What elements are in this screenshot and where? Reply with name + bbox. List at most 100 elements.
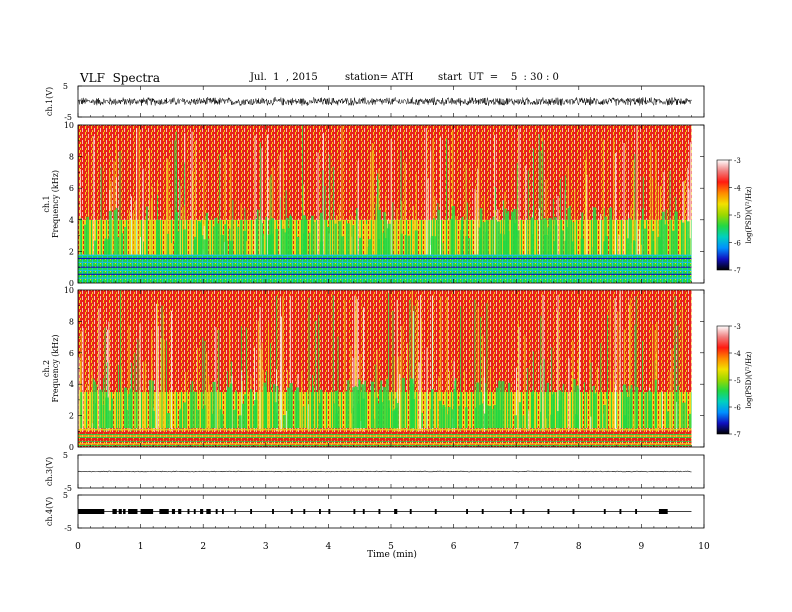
- spectrogram-streak: [185, 372, 187, 432]
- spectrogram-burst: [501, 381, 505, 429]
- spectrogram-streak: [209, 384, 211, 432]
- spectrogram-burst: [338, 221, 341, 255]
- spectrogram-burst: [556, 411, 560, 429]
- spectrogram-burst: [498, 380, 501, 429]
- spectrogram-streak: [162, 312, 164, 432]
- ch4-pulse: [328, 509, 331, 514]
- spectrogram-burst: [575, 414, 578, 429]
- spectrogram-streak: [333, 166, 335, 255]
- spectrogram-streak: [637, 253, 639, 255]
- spectrogram-streak: [161, 305, 163, 432]
- y-tick-label: -5: [64, 113, 72, 122]
- spectrogram-streak: [596, 367, 598, 432]
- spectrogram-streak: [527, 170, 529, 255]
- spectrogram-streak: [390, 138, 392, 255]
- spectrogram-streak: [121, 365, 123, 432]
- spectrogram-burst: [442, 406, 446, 429]
- spectrogram-burst: [167, 233, 170, 255]
- spectrogram-streak: [337, 336, 339, 432]
- spectrogram-burst: [451, 409, 454, 429]
- spectrogram-streak: [269, 177, 271, 255]
- spectrogram-streak: [401, 325, 403, 432]
- spectrogram-burst: [158, 239, 161, 255]
- spectrogram-streak: [150, 200, 152, 255]
- spectrogram-streak: [282, 296, 284, 432]
- spectrogram-streak: [540, 151, 542, 255]
- spectrogram-streak: [518, 326, 520, 432]
- spectrogram-burst: [345, 391, 348, 429]
- spectrogram-burst: [626, 396, 630, 429]
- spectrogram-streak: [404, 200, 406, 255]
- spectrogram-streak: [204, 340, 206, 432]
- spectrogram-streak: [591, 246, 593, 255]
- spectrogram-streak: [142, 168, 144, 255]
- colorbar-scale: [716, 325, 730, 435]
- spectrogram-burst: [522, 415, 525, 429]
- ch4-pulse: [171, 509, 176, 514]
- x-tick-label: 8: [576, 542, 582, 552]
- spectrogram-streak: [412, 205, 414, 255]
- spectrogram-burst: [297, 400, 300, 429]
- spectrogram-burst: [492, 408, 495, 429]
- spectrogram-streak: [279, 419, 281, 432]
- spectrogram-burst: [105, 397, 109, 429]
- spectrogram-burst: [492, 216, 495, 255]
- spectrogram-streak: [557, 195, 559, 255]
- spectrogram-burst: [250, 388, 253, 429]
- spectrogram-streak: [682, 181, 684, 255]
- ch4-pulse: [572, 509, 575, 514]
- spectrogram-streak: [674, 295, 676, 432]
- spectrogram-burst: [576, 415, 579, 429]
- y-tick-label: 0: [69, 443, 74, 452]
- spectrogram-streak: [689, 142, 691, 255]
- spectrogram-burst: [568, 205, 571, 255]
- x-tick-label: 9: [639, 542, 645, 552]
- spectrogram-streak: [677, 325, 679, 432]
- spectrogram-streak: [590, 416, 592, 432]
- spectrogram-streak: [224, 153, 226, 255]
- x-tick-label: 6: [451, 542, 457, 552]
- spectrogram-streak: [430, 150, 432, 255]
- channel-label: ch.1: [42, 195, 51, 212]
- ch4-pulse: [118, 509, 122, 514]
- spectrogram-burst: [346, 223, 350, 255]
- spectrogram-streak: [401, 201, 403, 255]
- spectrogram-streak: [262, 369, 264, 432]
- spectrogram-streak: [93, 136, 95, 255]
- ch4-pulse: [603, 509, 606, 514]
- ch4-pulse: [221, 509, 224, 514]
- y-tick-label: 5: [63, 451, 68, 460]
- spectrogram-burst: [378, 239, 380, 255]
- figure-title: VLF Spectra: [80, 71, 161, 85]
- spectrogram-burst: [79, 218, 82, 255]
- x-tick-label: 7: [513, 542, 519, 552]
- spectrogram-streak: [585, 151, 587, 255]
- spectrogram-burst: [377, 209, 381, 255]
- spectrogram-burst: [156, 220, 160, 255]
- colorbar-tick-label: -6: [734, 240, 741, 248]
- spectrogram-streak: [495, 210, 497, 255]
- ch4-pulse: [123, 509, 126, 514]
- spectrogram-burst: [229, 383, 233, 429]
- y-tick-label: 10: [64, 121, 74, 130]
- spectrogram-burst: [503, 240, 506, 255]
- spectrogram-streak: [197, 347, 199, 432]
- spectrogram-streak: [539, 208, 540, 255]
- spectrogram-streak: [623, 329, 625, 432]
- spectrogram-streak: [612, 370, 614, 432]
- spectrogram-burst: [465, 407, 468, 429]
- spectrogram-streak: [232, 404, 234, 432]
- ch4-pulse: [547, 509, 550, 514]
- spectrogram-burst: [387, 223, 391, 255]
- spectrogram-streak: [542, 141, 544, 255]
- spectrogram-streak: [103, 378, 105, 432]
- spectrogram-burst: [128, 394, 130, 429]
- spectrogram-burst: [86, 216, 89, 255]
- colorbar-tick-label: -7: [734, 267, 741, 275]
- spectrogram-streak: [657, 421, 659, 432]
- x-axis-label: Time (min): [367, 549, 417, 560]
- spectrogram-burst: [576, 385, 579, 429]
- spectrogram-burst: [287, 387, 291, 429]
- spectrogram-streak: [79, 169, 81, 255]
